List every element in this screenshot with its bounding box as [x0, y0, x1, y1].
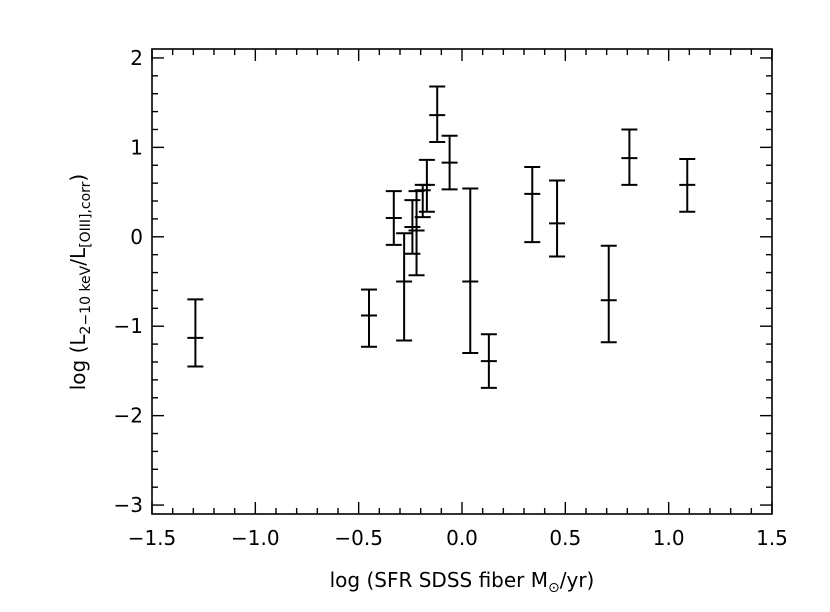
y-axis-label-mid: /L [66, 247, 90, 266]
error-bar-point [480, 333, 497, 389]
x-tick-label: 1.5 [756, 526, 788, 550]
error-bar-point [524, 166, 541, 244]
error-bar-point [441, 134, 458, 191]
x-axis-label-sub: ⊙ [548, 580, 560, 596]
error-bar-point [621, 128, 638, 186]
y-tick-label: −3 [114, 493, 143, 517]
y-tick-label: −2 [114, 404, 143, 428]
y-axis-label-suffix: ) [66, 174, 90, 182]
data-series [187, 85, 696, 389]
x-tick-label: 0.5 [549, 526, 581, 550]
error-bar-point [396, 232, 413, 342]
x-tick-label: −0.5 [334, 526, 383, 550]
x-tick-label: 0.0 [446, 526, 478, 550]
y-tick-label: 1 [130, 135, 143, 159]
error-bar-point [679, 157, 696, 213]
plot-frame [151, 48, 773, 515]
y-axis-label-sub2: [OIII],corr [78, 181, 94, 248]
error-bar-point [462, 187, 479, 355]
x-tick-label: 1.0 [653, 526, 685, 550]
x-tick-label: −1.5 [128, 526, 177, 550]
error-bar-point [404, 199, 421, 255]
x-tick-label: −1.0 [231, 526, 280, 550]
error-bar-point [361, 288, 377, 348]
x-axis-ticks: −1.5 −1.0 −0.5 0.0 0.5 1.0 1.5 [128, 49, 788, 550]
y-axis-label: log (L2−10 keV/L[OIII],corr) [66, 174, 94, 391]
y-tick-label: −1 [114, 314, 143, 338]
y-tick-label: 2 [130, 46, 143, 70]
error-bar-point [429, 85, 446, 143]
y-axis-label-prefix: log (L [66, 334, 90, 391]
x-axis-label-suffix: /yr) [560, 568, 595, 592]
error-bar-point [418, 158, 435, 213]
error-bar-point [549, 179, 566, 258]
y-axis-ticks: −3 −2 −1 0 1 2 [114, 46, 772, 517]
error-bar-point [408, 190, 425, 277]
error-bar-point [600, 244, 617, 344]
error-bar-point [187, 298, 204, 368]
y-tick-label: 0 [130, 225, 143, 249]
x-axis-label-prefix: log (SFR SDSS fiber M [330, 568, 548, 592]
x-axis-label: log (SFR SDSS fiber M⊙/yr) [330, 568, 595, 596]
y-axis-label-sub1: 2−10 keV [78, 265, 94, 334]
error-bar-point [385, 190, 402, 246]
